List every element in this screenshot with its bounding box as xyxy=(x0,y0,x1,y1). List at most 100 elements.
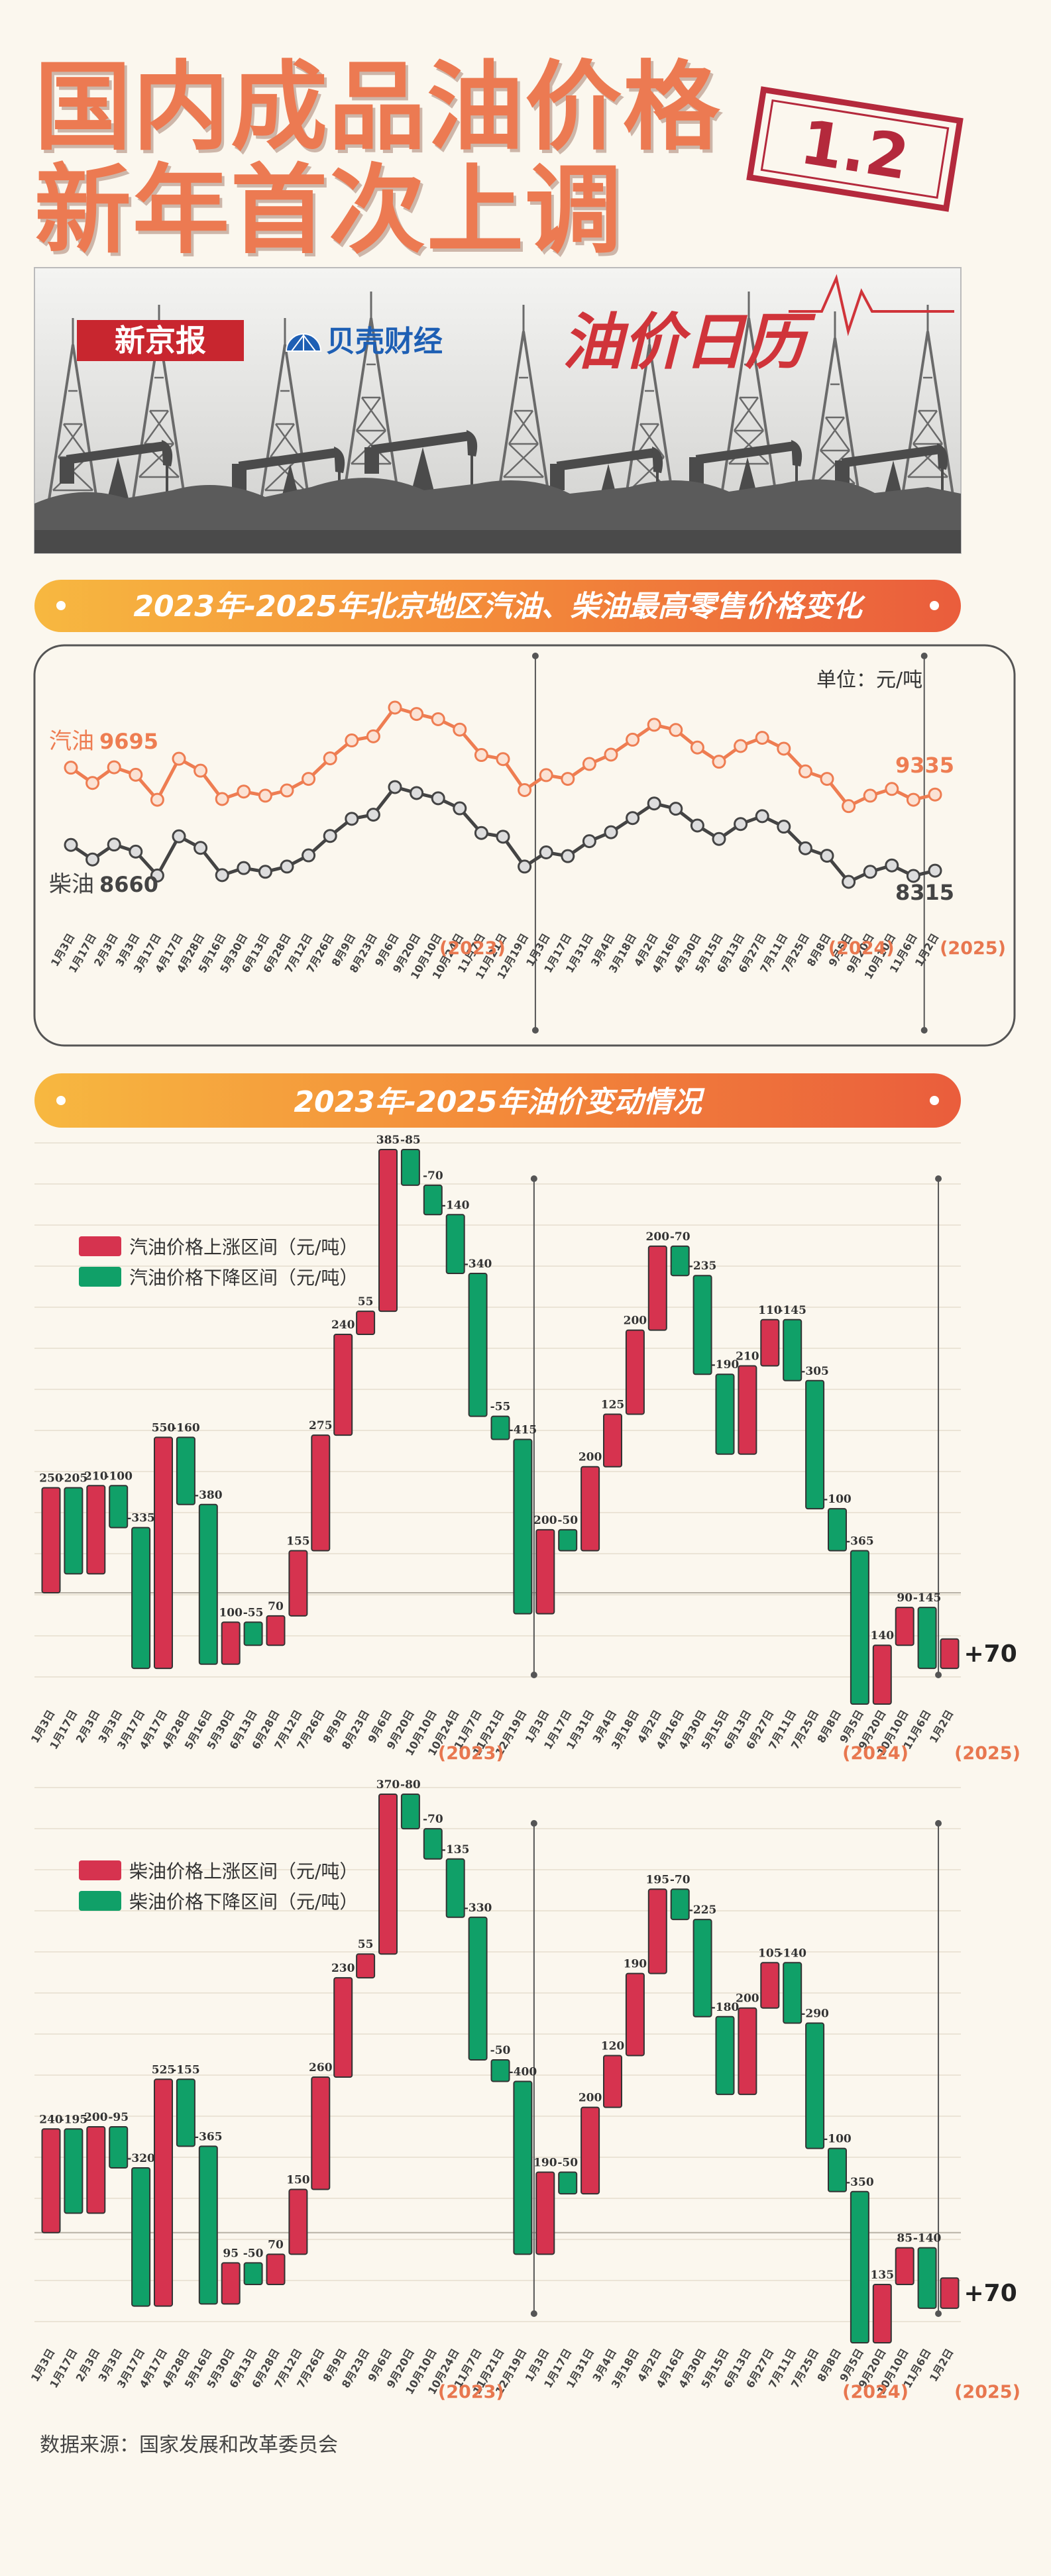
waterfall-bar xyxy=(558,1529,578,1552)
chart-frame xyxy=(33,644,1016,1047)
brand-title: 油价日历 xyxy=(562,307,816,378)
line-point xyxy=(258,865,272,879)
brand-icon xyxy=(285,333,322,352)
value-label: -290 xyxy=(801,2008,829,2021)
value-label: -85 xyxy=(400,1134,421,1147)
waterfall-bar xyxy=(513,1438,533,1615)
value-label: -55 xyxy=(243,1606,264,1619)
value-label: -350 xyxy=(846,2176,874,2189)
period-label: (2025) xyxy=(940,938,1006,959)
line-point xyxy=(604,825,618,839)
pulse-line xyxy=(789,274,954,337)
waterfall-bar xyxy=(715,2015,735,2096)
value-label: -50 xyxy=(557,1514,578,1527)
value-label: 90 xyxy=(897,1591,913,1605)
value-label: -145 xyxy=(913,1591,942,1605)
line-point xyxy=(64,761,78,775)
line-point xyxy=(712,755,726,769)
line-point xyxy=(906,792,920,807)
line-point xyxy=(820,772,834,786)
period-label: (2023) xyxy=(438,2382,504,2402)
waterfall-bar xyxy=(603,1413,622,1468)
brand: 贝壳财经 xyxy=(326,325,443,358)
line-point xyxy=(906,869,920,883)
line-point xyxy=(928,863,942,878)
line-point xyxy=(647,796,661,811)
line-point xyxy=(85,852,100,867)
line-point xyxy=(280,783,294,798)
waterfall-bar xyxy=(692,1919,712,2017)
value-label: -70 xyxy=(423,1813,443,1826)
line-point xyxy=(582,834,596,849)
value-label: 70 xyxy=(268,2238,284,2251)
value-label: 135 xyxy=(871,2269,895,2282)
value-label: -365 xyxy=(194,2130,223,2143)
waterfall-bar xyxy=(356,1311,376,1335)
value-label: 370 xyxy=(376,1778,400,1792)
separator-dot xyxy=(530,2310,537,2317)
line-point xyxy=(539,768,553,782)
line-point xyxy=(107,760,121,775)
value-label: -145 xyxy=(778,1304,806,1317)
line-point xyxy=(215,792,229,806)
waterfall-bar xyxy=(198,1503,218,1665)
value-label: -190 xyxy=(711,1358,740,1371)
line-point xyxy=(755,809,769,824)
waterfall-bar xyxy=(400,1149,420,1186)
line-point xyxy=(431,791,445,806)
line-point xyxy=(712,832,726,846)
value-label: 240 xyxy=(331,1318,355,1332)
value-label: -140 xyxy=(913,2232,942,2245)
stamp: 1.2 xyxy=(746,86,964,212)
value-label: 190 xyxy=(533,2156,557,2169)
value-label: 105 xyxy=(758,1947,782,1960)
line-point xyxy=(150,868,164,883)
line-point xyxy=(734,817,748,832)
separator-dot xyxy=(531,653,539,659)
legend-label: 汽油价格上涨区间（元/吨） xyxy=(129,1236,358,1258)
value-label: 55 xyxy=(358,1295,374,1309)
start-value-label: 9695 xyxy=(99,729,158,754)
waterfall-bar xyxy=(154,2078,173,2307)
header: 国内成品油价格 新年首次上调 1.2 xyxy=(34,51,964,267)
separator-dot xyxy=(920,653,928,659)
waterfall-bar xyxy=(378,1794,398,1955)
waterfall-bar xyxy=(423,1184,443,1216)
value-label: -195 xyxy=(60,2113,88,2126)
period-label: (2024) xyxy=(842,2382,909,2402)
line-point xyxy=(410,786,424,800)
waterfall-bar xyxy=(311,2076,331,2190)
waterfall-bar xyxy=(131,2167,151,2307)
line-point xyxy=(431,712,445,726)
title-line: 国内成品油价格 xyxy=(34,51,721,164)
line-point xyxy=(669,802,683,816)
waterfall-bar xyxy=(86,1485,106,1575)
legend-label: 柴油价格上涨区间（元/吨） xyxy=(129,1860,358,1882)
waterfall-bar xyxy=(266,2253,286,2285)
line-point xyxy=(842,875,856,889)
separator-dot xyxy=(531,1027,539,1034)
line-point xyxy=(453,722,467,737)
value-label: 385 xyxy=(376,1134,400,1147)
line-point xyxy=(107,837,121,852)
waterfall-bar xyxy=(783,1962,802,2024)
value-label: -80 xyxy=(400,1778,421,1792)
value-label: 150 xyxy=(286,2174,310,2187)
stamp-frame xyxy=(760,99,950,199)
separator-dot xyxy=(935,1672,942,1678)
waterfall-bar xyxy=(356,1953,376,1979)
banner: 新京报 贝壳财经 油价日历 xyxy=(34,267,962,554)
line-point xyxy=(366,729,380,743)
line-point xyxy=(215,868,229,883)
pill xyxy=(34,1073,961,1128)
line-point xyxy=(64,837,78,852)
line-point xyxy=(496,830,510,844)
separator-dot xyxy=(530,1820,537,1827)
value-label: -70 xyxy=(670,1873,691,1886)
value-label: -100 xyxy=(104,1470,133,1483)
waterfall-bar xyxy=(41,2128,61,2233)
line-point xyxy=(172,751,186,766)
line-point xyxy=(798,841,812,855)
section-header: 2023年-2025年油价变动情况 xyxy=(34,1073,961,1128)
waterfall-bar xyxy=(760,1962,780,2009)
